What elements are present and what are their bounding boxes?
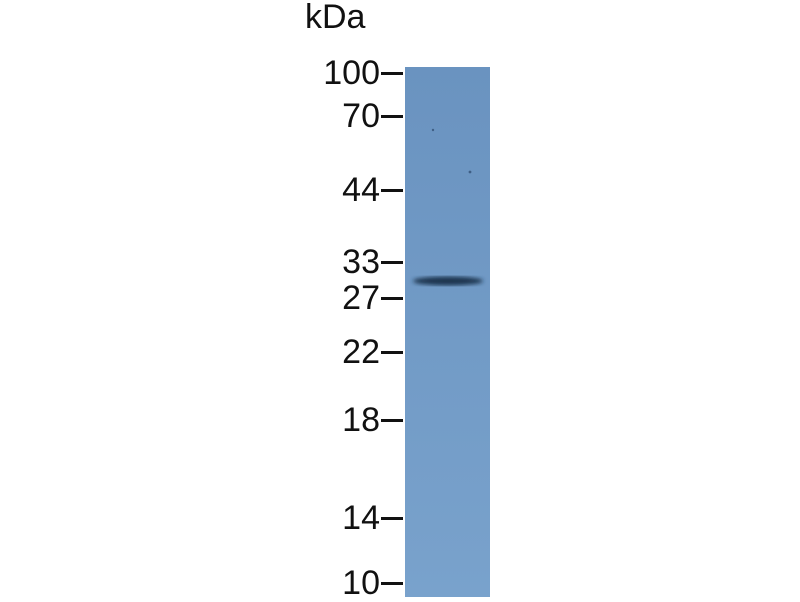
blot-lane [405, 67, 490, 597]
marker-label-14: 14 [342, 499, 380, 537]
marker-label-27: 27 [342, 279, 380, 317]
marker-label-44: 44 [342, 171, 380, 209]
marker-tick [381, 189, 403, 192]
marker-tick [381, 72, 403, 75]
marker-tick [381, 419, 403, 422]
marker-label-10: 10 [342, 564, 380, 602]
marker-tick [381, 517, 403, 520]
marker-label-33: 33 [342, 243, 380, 281]
marker-tick [381, 115, 403, 118]
marker-tick [381, 582, 403, 585]
protein-band [413, 276, 483, 286]
speck [468, 170, 472, 174]
marker-label-22: 22 [342, 333, 380, 371]
unit-label: kDa [305, 0, 366, 36]
marker-label-70: 70 [342, 97, 380, 135]
marker-tick [381, 297, 403, 300]
marker-tick [381, 261, 403, 264]
speck [431, 128, 435, 132]
marker-label-100: 100 [323, 54, 380, 92]
marker-label-18: 18 [342, 401, 380, 439]
marker-tick [381, 351, 403, 354]
